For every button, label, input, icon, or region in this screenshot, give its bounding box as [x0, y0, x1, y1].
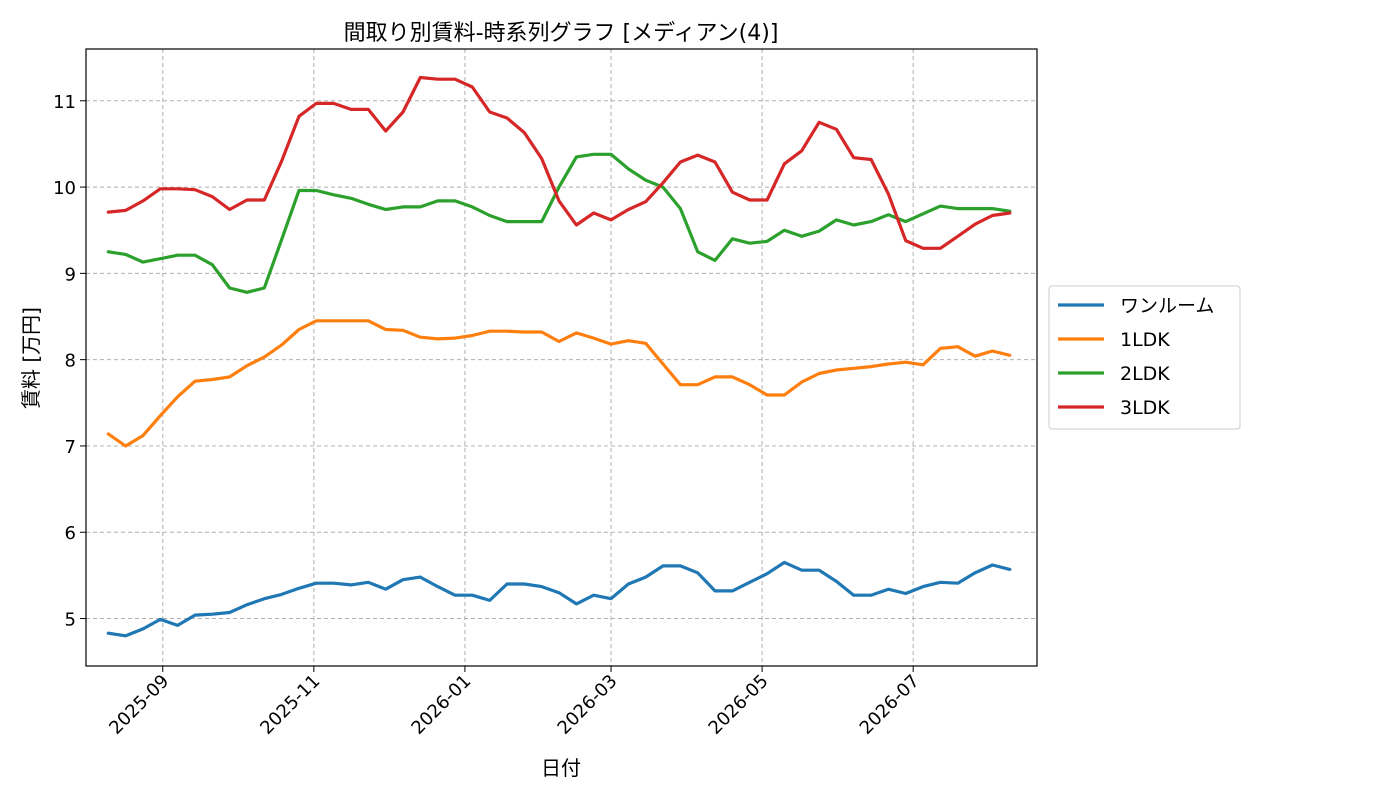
- x-tick-label: 2026-01: [407, 671, 475, 739]
- x-tick-label: 2026-03: [554, 671, 622, 739]
- y-tick-label: 6: [65, 523, 76, 544]
- series-line-1LDK: [106, 319, 1012, 448]
- x-axis-label: 日付: [541, 756, 581, 780]
- legend-box: [1048, 285, 1241, 430]
- y-tick-label: 5: [65, 610, 76, 631]
- plot-area: [85, 48, 1038, 667]
- chart-title: 間取り別賃料-時系列グラフ [メディアン(4)]: [344, 21, 779, 46]
- x-axis: 2025-09 2025-11 2026-01 2026-03 2026-05 2026-…: [105, 666, 924, 739]
- series-lines: [106, 75, 1012, 638]
- y-tick-label: 8: [65, 351, 76, 372]
- legend-label: 2LDK: [1120, 363, 1170, 385]
- y-tick-label: 10: [53, 178, 76, 199]
- gridlines: [86, 49, 1037, 666]
- x-tick-label: 2025-09: [105, 671, 173, 739]
- series-line-3LDK: [106, 75, 1012, 250]
- legend-label: ワンルーム: [1120, 295, 1214, 317]
- y-axis-label: 賃料 [万円]: [19, 307, 43, 409]
- series-line-ワンルーム: [106, 560, 1012, 638]
- y-tick-label: 11: [53, 92, 76, 113]
- y-tick-label: 7: [65, 437, 76, 458]
- x-tick-label: 2026-05: [705, 671, 773, 739]
- legend-label: 1LDK: [1120, 329, 1170, 351]
- legend-label: 3LDK: [1120, 397, 1170, 419]
- y-axis: 5 6 7 8 9 10 11: [53, 92, 86, 631]
- x-tick-label: 2026-07: [856, 671, 924, 739]
- legend: ワンルーム 1LDK 2LDK 3LDK: [1048, 285, 1241, 430]
- series-line-2LDK: [106, 152, 1012, 294]
- x-tick-label: 2025-11: [256, 671, 324, 739]
- y-tick-label: 9: [65, 264, 76, 285]
